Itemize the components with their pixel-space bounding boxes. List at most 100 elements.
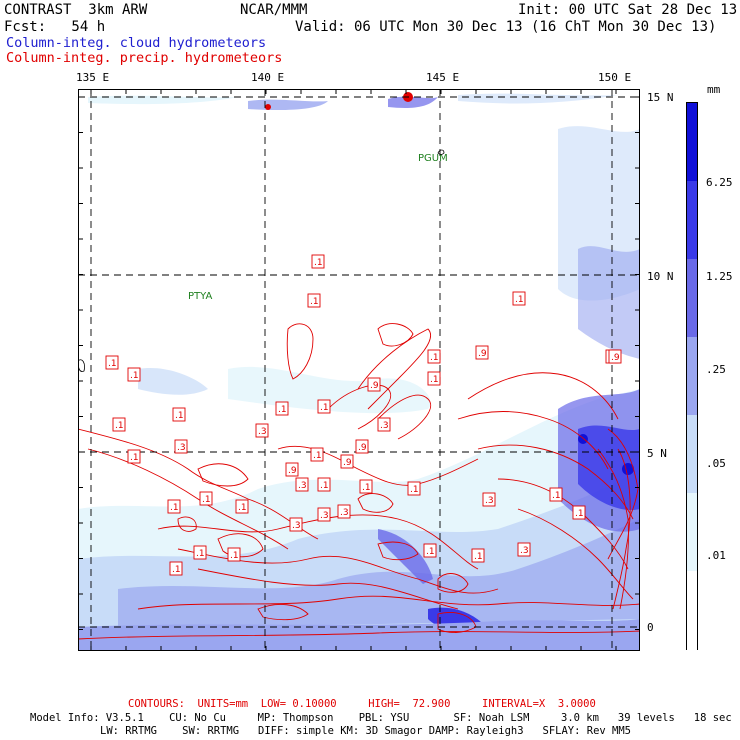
- contour-label-box: [517, 542, 531, 557]
- contour-label: .1: [196, 549, 205, 559]
- contour-label-box: [227, 547, 241, 562]
- place-labels: PGUM PTYA: [188, 153, 448, 302]
- lon-label-135: 135 E: [76, 71, 110, 84]
- contour-label: .1: [430, 353, 439, 363]
- place-pgum: PGUM: [418, 153, 448, 164]
- contour-label: .1: [175, 411, 184, 421]
- contour-label-box: [423, 543, 437, 558]
- colorbar-segment: [687, 493, 697, 572]
- contour-label: .3: [320, 511, 329, 521]
- colorbar-label-0-01: .01: [706, 549, 726, 562]
- guam-island: [437, 149, 445, 155]
- colorbar-label-1-25: 1.25: [706, 270, 733, 283]
- colorbar-segment: [687, 103, 697, 182]
- model-info-line-1: Model Info: V3.5.1 CU: No Cu MP: Thompso…: [30, 712, 732, 724]
- place-ptya: PTYA: [188, 291, 212, 302]
- map-frame: [78, 89, 640, 651]
- colorbar-label-0-05: .05: [706, 457, 726, 470]
- contour-label: .1: [108, 359, 117, 369]
- contour-label: .9: [343, 458, 352, 468]
- contour-label-box: [255, 423, 269, 438]
- contour-label-box: [549, 487, 563, 502]
- contour-label: .3: [258, 427, 267, 437]
- lat-label-10n: 10 N: [647, 270, 674, 283]
- contour-label-box: [317, 399, 331, 414]
- lat-label-15n: 15 N: [647, 91, 674, 104]
- contour-label: .1: [410, 485, 419, 495]
- contour-label-box: [311, 254, 325, 269]
- contour-label-box: [608, 349, 622, 364]
- contour-label: .1: [278, 405, 287, 415]
- contour-info: CONTOURS: UNITS=mm LOW= 0.10000 HIGH= 72…: [128, 698, 596, 710]
- contour-label-box: [572, 505, 586, 520]
- contour-label: .1: [362, 483, 371, 493]
- contour-label: .1: [238, 503, 247, 513]
- contour-label-box: [310, 447, 324, 462]
- contour-label: .1: [314, 258, 323, 268]
- colorbar-segment: [687, 415, 697, 494]
- model-info-line-2: LW: RRTMG SW: RRTMG DIFF: simple KM: 3D …: [100, 725, 632, 737]
- contour-label: .3: [292, 521, 301, 531]
- colorbar-segment: [687, 571, 697, 650]
- contour-labels: .1.1.1.1.3.1.9.1.1.1.3.1.3.1.1.9.3.9.1.3…: [105, 254, 622, 576]
- contour-label: .1: [320, 403, 329, 413]
- contour-label-box: [427, 349, 441, 364]
- contour-label-box: [127, 367, 141, 382]
- contour-label: .9: [478, 349, 487, 359]
- contour-label-box: [235, 499, 249, 514]
- contour-label: .1: [172, 565, 181, 575]
- model-title: CONTRAST 3km ARW: [4, 2, 148, 18]
- colorbar-label-0-25: .25: [706, 363, 726, 376]
- valid-time: Valid: 06 UTC Mon 30 Dec 13 (16 ChT Mon …: [295, 19, 717, 35]
- contour-label: .1: [230, 551, 239, 561]
- contour-label-box: [295, 477, 309, 492]
- contour-label: .9: [288, 466, 297, 476]
- cloud-shading: [78, 92, 640, 651]
- grid-lines: [78, 89, 640, 651]
- lon-label-140: 140 E: [251, 71, 285, 84]
- contour-label-box: [407, 481, 421, 496]
- lon-label-150: 150 E: [598, 71, 632, 84]
- legend-precip: Column-integ. precip. hydrometeors: [6, 50, 283, 66]
- legend-cloud: Column-integ. cloud hydrometeors: [6, 35, 267, 51]
- contour-label: .1: [552, 491, 561, 501]
- contour-label: .1: [310, 297, 319, 307]
- colorbar-segment: [687, 337, 697, 416]
- contour-label-box: [275, 401, 289, 416]
- contour-label-box: [359, 479, 373, 494]
- contour-label-box: [377, 417, 391, 432]
- contour-label-box: [307, 293, 321, 308]
- forecast-hour: Fcst: 54 h: [4, 19, 106, 35]
- init-time: Init: 00 UTC Sat 28 Dec 13: [518, 2, 738, 18]
- contour-label: .1: [170, 503, 179, 513]
- contour-label-box: [475, 345, 489, 360]
- contour-label: .1: [430, 375, 439, 385]
- contour-label-box: [427, 371, 441, 386]
- contour-label-box: [172, 407, 186, 422]
- contour-label: .1: [515, 295, 524, 305]
- lat-label-5n: 5 N: [647, 447, 667, 460]
- colorbar-segment: [687, 181, 697, 260]
- contour-label-box: [174, 439, 188, 454]
- contour-label: .1: [130, 453, 139, 463]
- colorbar: [686, 102, 698, 650]
- contour-label: .9: [370, 381, 379, 391]
- contour-label: .1: [575, 509, 584, 519]
- contour-label-box: [512, 291, 526, 306]
- lat-label-0: 0: [647, 621, 654, 634]
- contour-label-box: [482, 492, 496, 507]
- colorbar-label-6-25: 6.25: [706, 176, 733, 189]
- contour-label: .3: [177, 443, 186, 453]
- contour-label-box: [199, 491, 213, 506]
- contour-label: .1: [313, 451, 322, 461]
- contour-label: .1: [474, 552, 483, 562]
- contour-label-box: [112, 417, 126, 432]
- contour-label: .9: [358, 443, 367, 453]
- contour-label-box: [169, 561, 183, 576]
- organization: NCAR/MMM: [240, 2, 308, 18]
- contour-label-box: [105, 355, 119, 370]
- contour-label-box: [289, 517, 303, 532]
- contour-label: .3: [298, 481, 307, 491]
- contour-label: .1: [202, 495, 211, 505]
